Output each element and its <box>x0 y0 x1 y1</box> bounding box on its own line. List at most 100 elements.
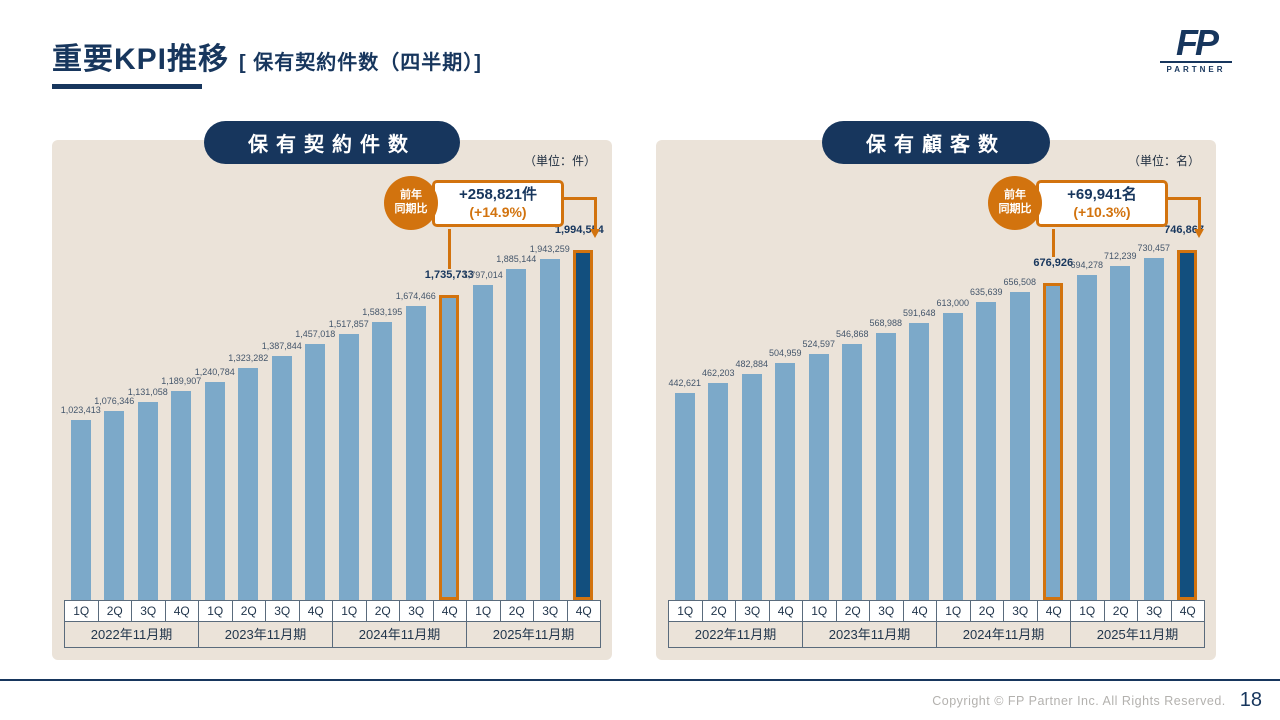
quarter-label: 2Q <box>97 600 132 622</box>
bar-value-label: 591,648 <box>902 308 936 318</box>
quarter-label: 4Q <box>298 600 333 622</box>
bar-slot: 482,884 <box>735 250 769 600</box>
bar-slot: 656,508 <box>1003 250 1037 600</box>
bar-slot: 694,278 <box>1070 250 1104 600</box>
axis-year-group: 1Q 2Q 3Q 4Q 2023年11月期 <box>802 600 937 648</box>
quarter-label: 3Q <box>735 600 770 622</box>
quarter-label: 4Q <box>1170 600 1205 622</box>
bar <box>909 323 930 600</box>
bar-slot: 504,959 <box>769 250 803 600</box>
bar <box>842 344 863 600</box>
chart-title: 保有顧客数 <box>866 134 1006 156</box>
bar-slot: 1,735,733 <box>425 250 474 600</box>
bar <box>1143 258 1164 600</box>
bar-slot: 676,926 <box>1033 250 1073 600</box>
quarter-label: 3Q <box>399 600 434 622</box>
bar-slot: 462,203 <box>702 250 736 600</box>
bar-value-label: 676,926 <box>1033 257 1074 269</box>
bar-slot: 746,867 <box>1164 224 1205 600</box>
chart-title: 保有契約件数 <box>248 134 416 156</box>
bar-slot: 635,639 <box>970 250 1004 600</box>
year-label: 2022年11月期 <box>668 622 803 648</box>
customers-chart-panel: 保有顧客数 （単位：名） 442,621 462,203 482,884 504,95… <box>656 121 1216 660</box>
quarter-label: 1Q <box>1070 600 1105 622</box>
bar-value-label: 546,868 <box>835 329 869 339</box>
logo-fp-icon: FP <box>1175 22 1219 63</box>
bar-slot: 1,323,282 <box>228 250 268 600</box>
axis-year-group: 1Q 2Q 3Q 4Q 2025年11月期 <box>1070 600 1205 648</box>
bar-value-label: 730,457 <box>1137 243 1171 253</box>
bar <box>1009 292 1030 600</box>
bar-value-label: 1,943,259 <box>529 244 570 254</box>
bar-value-label: 1,189,907 <box>161 376 202 386</box>
bar-value-label: 1,674,466 <box>395 291 436 301</box>
page-number: 18 <box>1239 689 1262 711</box>
yoy-callout-box: +258,821件 (+14.9%) <box>432 180 564 227</box>
bar <box>137 402 158 600</box>
quarter-label: 1Q <box>466 600 501 622</box>
bar-slot: 1,189,907 <box>161 250 201 600</box>
bar-value-label: 1,240,784 <box>194 367 235 377</box>
quarter-label: 3Q <box>131 600 166 622</box>
quarter-label: 2Q <box>365 600 400 622</box>
quarter-label: 1Q <box>198 600 233 622</box>
yoy-connector-line <box>448 229 451 269</box>
bar-value-label: 694,278 <box>1070 260 1104 270</box>
bar-slot: 712,239 <box>1104 250 1138 600</box>
yoy-down-arrow-icon <box>1194 197 1204 238</box>
quarter-label: 3Q <box>1003 600 1038 622</box>
bar <box>171 391 192 600</box>
yoy-delta-value: +258,821件 <box>459 186 537 204</box>
quarter-label: 2Q <box>1103 600 1138 622</box>
quarter-label: 4Q <box>432 600 467 622</box>
bar-slot: 546,868 <box>836 250 870 600</box>
bar <box>1110 266 1131 600</box>
bar-slot: 1,240,784 <box>194 250 235 600</box>
bar-value-label: 712,239 <box>1103 251 1137 261</box>
year-label: 2022年11月期 <box>64 622 199 648</box>
bar-value-label: 482,884 <box>735 359 769 369</box>
bar <box>439 295 460 600</box>
year-label: 2023年11月期 <box>802 622 937 648</box>
unit-label: （単位：名） <box>1127 154 1200 168</box>
bar-value-label: 568,988 <box>869 318 903 328</box>
bar-value-label: 1,517,857 <box>328 319 369 329</box>
bar <box>305 344 326 600</box>
bar-value-label: 504,959 <box>768 348 802 358</box>
year-label: 2025年11月期 <box>466 622 601 648</box>
bar <box>472 285 493 600</box>
slide-footer: Copyright © FP Partner Inc. All Rights R… <box>0 679 1280 720</box>
bar <box>573 250 594 600</box>
bar <box>1043 283 1064 600</box>
logo-partner-text: PARTNER <box>1160 61 1232 74</box>
bar-slot: 442,621 <box>668 250 702 600</box>
bar-value-label: 1,323,282 <box>228 353 269 363</box>
x-axis: 1Q 2Q 3Q 4Q 2022年11月期 1Q 2Q 3Q 4Q 2023年11月期 1Q 2Q 3Q… <box>64 600 601 648</box>
bar-slot: 1,457,018 <box>295 250 335 600</box>
quarter-label: 1Q <box>668 600 703 622</box>
copyright-text: Copyright © FP Partner Inc. All Rights R… <box>932 693 1226 708</box>
bar-slot: 591,648 <box>903 250 937 600</box>
yoy-delta-percent: (+14.9%) <box>469 204 527 221</box>
quarter-label: 2Q <box>701 600 736 622</box>
year-label: 2024年11月期 <box>332 622 467 648</box>
yoy-callout-box: +69,941名 (+10.3%) <box>1036 180 1168 227</box>
bar-slot: 1,583,195 <box>362 250 402 600</box>
bar <box>708 383 729 600</box>
chart-title-pill: 保有顧客数 <box>822 121 1050 164</box>
bar-value-label: 524,597 <box>802 339 836 349</box>
bar-slot: 1,131,058 <box>128 250 168 600</box>
fp-partner-logo: FP PARTNER <box>1160 22 1232 74</box>
quarter-label: 1Q <box>64 600 99 622</box>
yoy-delta-value: +69,941名 <box>1067 186 1137 204</box>
quarter-label: 4Q <box>768 600 803 622</box>
bar <box>104 411 125 600</box>
page-title: 重要KPI推移 <box>52 43 230 76</box>
quarter-label: 3Q <box>265 600 300 622</box>
bar <box>271 356 292 600</box>
year-label: 2023年11月期 <box>198 622 333 648</box>
bar-slot: 613,000 <box>936 250 970 600</box>
yoy-badge-line1: 前年 <box>400 189 422 202</box>
bar <box>942 313 963 600</box>
bar-slot: 1,076,346 <box>94 250 134 600</box>
